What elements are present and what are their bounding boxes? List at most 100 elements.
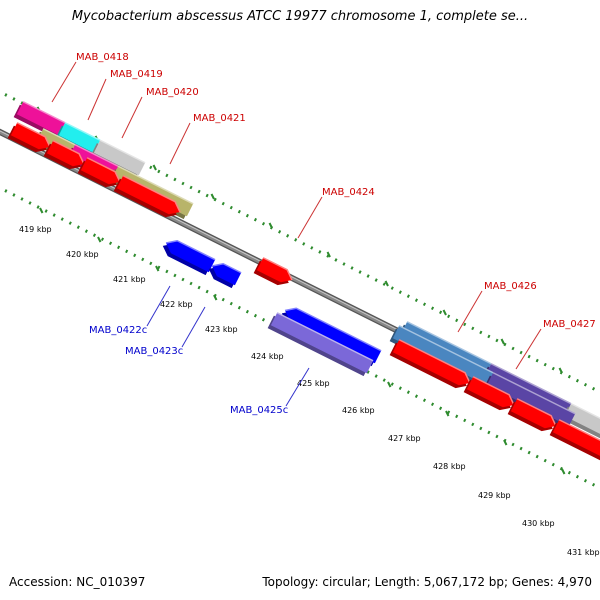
lower-ruler-tick: [387, 381, 392, 388]
kbp-label: 428 kbp: [433, 462, 466, 471]
kbp-label: 420 kbp: [66, 250, 99, 259]
feature-highlight: [16, 122, 51, 148]
feature-mab-0425c: [267, 312, 374, 377]
feature-face: [392, 339, 470, 386]
forward-gene-arrow: [77, 157, 121, 188]
feature-face: [93, 140, 146, 176]
feature-highlight: [570, 403, 600, 428]
gene-label-leader: [87, 78, 107, 121]
feature-face: [80, 157, 120, 185]
feature-highlight: [262, 257, 293, 281]
kbp-label: 424 kbp: [251, 352, 284, 361]
feature-face: [16, 101, 66, 136]
forward-gene-arrow: [549, 419, 600, 461]
gene-label-mab-0421[interactable]: MAB_0421: [193, 113, 246, 124]
lower-ruler-tick: [561, 468, 566, 475]
kbp-label: 423 kbp: [205, 325, 238, 334]
feature-highlight: [165, 239, 216, 261]
lower-ruler-line: [4, 189, 600, 490]
map-title: Mycobacterium abscessus ATCC 19977 chrom…: [71, 9, 529, 24]
feature-highlight: [492, 372, 576, 415]
reverse-gene-mab-0423c: [208, 262, 242, 289]
forward-gene-arrow: [507, 398, 557, 432]
gene-label-leader: [515, 328, 542, 370]
feature-face: [166, 240, 216, 273]
upper-ruler-tick: [210, 193, 215, 200]
lower-ruler-tick: [39, 207, 44, 214]
feature-highlight: [74, 144, 119, 167]
feature-face: [10, 122, 50, 150]
feature-highlight: [117, 165, 194, 205]
upper-ruler-tick: [152, 164, 157, 171]
forward-gene-arrow: [113, 175, 181, 218]
lower-ruler-tick: [445, 410, 450, 417]
feature-mab-0418: [13, 101, 66, 139]
feature-highlight: [276, 312, 374, 362]
feature-highlight: [406, 321, 492, 365]
gene-label-mab-0427[interactable]: MAB_0427: [543, 319, 596, 330]
feature-grey-bar: [561, 403, 600, 443]
upper-ruler-tick: [326, 251, 331, 258]
upper-ruler-tick: [500, 338, 505, 345]
forward-gene-arrow: [389, 339, 471, 389]
label-layer: 419 kbp 420 kbp 421 kbp 422 kbp 423 kbp 424 k…: [19, 52, 600, 557]
gene-label-mab-0422c[interactable]: MAB_0422c: [89, 325, 147, 336]
kbp-label: 425 kbp: [297, 379, 330, 388]
feature-highlight: [490, 363, 572, 405]
lower-ruler-tick: [503, 439, 508, 446]
feature-face: [552, 419, 600, 458]
kbp-label: 419 kbp: [19, 225, 52, 234]
feature-layer: [7, 101, 600, 461]
gene-label-mab-0426[interactable]: MAB_0426: [484, 281, 537, 292]
kbp-label: 429 kbp: [478, 491, 511, 500]
feature-mab-0420: [90, 139, 146, 179]
gene-label-mab-0424[interactable]: MAB_0424: [322, 187, 375, 198]
feature-highlight: [122, 175, 181, 213]
feature-highlight: [52, 140, 85, 165]
gene-label-mab-0425c[interactable]: MAB_0425c: [230, 405, 288, 416]
feature-highlight: [472, 376, 515, 406]
gene-label-leader: [457, 290, 483, 333]
gene-label-mab-0419[interactable]: MAB_0419: [110, 69, 163, 80]
forward-gene-arrow: [7, 122, 51, 153]
gene-label-leader: [51, 61, 77, 103]
lower-ruler-tick: [97, 236, 102, 243]
kbp-label: 421 kbp: [113, 275, 146, 284]
feature-face: [466, 376, 515, 408]
lower-ruler-tick: [213, 294, 218, 301]
forward-gene-arrow: [43, 140, 85, 170]
gene-label-mab-0423c[interactable]: MAB_0423c: [125, 346, 183, 357]
kbp-label: 426 kbp: [342, 406, 375, 415]
feature-highlight: [64, 122, 101, 141]
lower-ruler: [4, 189, 600, 490]
feature-face: [392, 325, 494, 386]
topology-text: Topology: circular; Length: 5,067,172 bp…: [262, 575, 592, 589]
feature-highlight: [42, 128, 76, 146]
feature-face: [486, 372, 576, 427]
feature-face: [256, 257, 293, 283]
kbp-label: 430 kbp: [522, 519, 555, 528]
feature-highlight: [99, 139, 146, 164]
feature-face: [46, 140, 84, 167]
feature-face: [564, 403, 600, 440]
forward-gene-arrow: [463, 376, 515, 411]
gene-label-mab-0420[interactable]: MAB_0420: [146, 87, 199, 98]
feature-highlight: [211, 262, 242, 274]
kbp-label: 422 kbp: [160, 300, 193, 309]
feature-face: [285, 308, 382, 364]
upper-ruler-tick: [558, 367, 563, 374]
feature-face: [270, 312, 374, 374]
gene-label-leader: [297, 196, 323, 239]
feature-mab-0419: [55, 122, 101, 156]
feature-highlight: [86, 157, 121, 183]
gene-label-mab-0418[interactable]: MAB_0418: [76, 52, 129, 63]
feature-highlight: [398, 325, 494, 374]
feature-highlight: [398, 339, 471, 384]
accession-text: Accession: NC_010397: [9, 575, 146, 589]
gene-label-leader: [169, 122, 191, 165]
forward-gene-mab-0424: [253, 257, 293, 286]
feature-highlight: [516, 398, 557, 427]
feature-highlight: [22, 101, 66, 124]
